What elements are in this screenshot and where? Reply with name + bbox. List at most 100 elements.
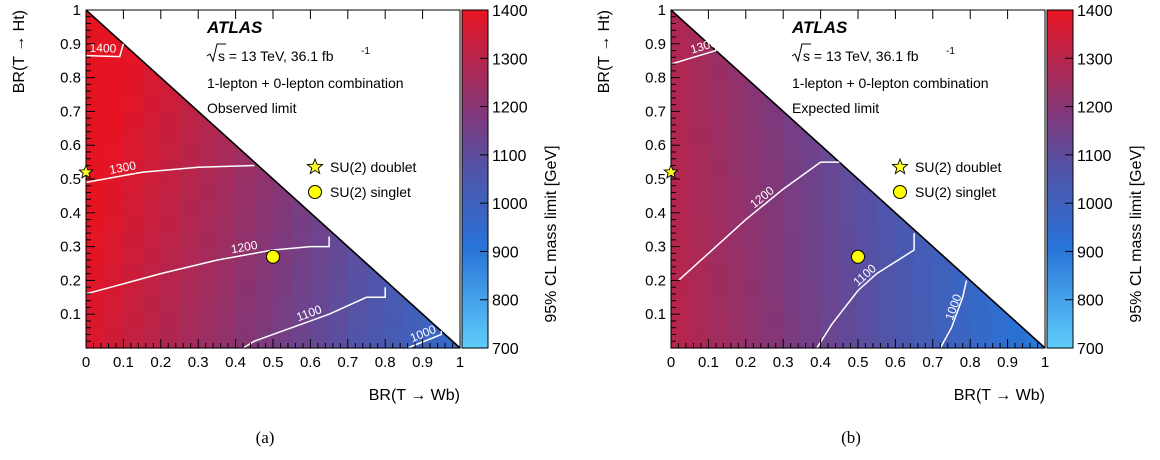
chart-b-heatmap-cell: [951, 331, 971, 349]
chart-a-heatmap-cell: [123, 263, 143, 281]
chart-b-colorbar-band: [1047, 116, 1073, 122]
chart-a-heatmap-cell: [104, 297, 124, 315]
chart-b-heatmap-cell: [708, 195, 728, 214]
chart-a-heatmap-cell: [254, 263, 274, 281]
chart-a-colorbar-band: [462, 338, 488, 344]
chart-b-heatmap-cell: [876, 263, 896, 281]
chart-a-colorbar-band: [462, 328, 488, 335]
chart-b-colorbar-band: [1047, 159, 1073, 166]
chart-b-colorbar-band: [1047, 314, 1073, 320]
chart-b-colorbar-band: [1047, 246, 1073, 253]
chart-b-heatmap-cell: [708, 331, 728, 349]
chart-b-colorbar-band: [1047, 101, 1073, 108]
chart-a-colorbar-band: [462, 121, 488, 127]
chart-a-colorbar-tick-label: 900: [492, 244, 519, 261]
chart-b-x-tick-label: 0.6: [885, 354, 906, 371]
chart-b-colorbar-tick-label: 1400: [1077, 3, 1113, 20]
chart-a-heatmap-cell: [142, 94, 162, 112]
chart-a-heatmap-cell: [254, 229, 274, 248]
chart-a-heatmap-cell: [179, 179, 199, 197]
chart-b-heatmap-cell: [764, 331, 784, 349]
chart-a-heatmap-cell: [104, 162, 124, 180]
chart-a-heatmap-cell: [235, 280, 255, 298]
chart-b-colorbar-band: [1047, 261, 1073, 267]
chart-a-heatmap-cell: [104, 280, 124, 298]
chart-b-heatmap-cell: [820, 179, 840, 197]
chart-b-colorbar-band: [1047, 290, 1073, 296]
chart-a-colorbar-band: [462, 270, 488, 277]
chart-b-heatmap-cell: [932, 314, 953, 332]
chart-a-heatmap-cell: [273, 280, 293, 298]
chart-b-heatmap-cell: [727, 94, 747, 112]
chart-a-point-su2-doublet: [78, 163, 94, 179]
chart-b-heatmap-cell: [988, 314, 1009, 332]
chart-b-colorbar-band: [1047, 179, 1073, 185]
chart-a-heatmap-cell: [273, 195, 293, 214]
chart-a-heatmap-cell: [235, 162, 255, 180]
chart-b-heatmap-cell: [764, 128, 784, 146]
chart-a-x-tick-label: 0: [82, 354, 90, 371]
chart-b-diagonal: [670, 9, 1046, 349]
panel-a: 1400 1300 1200 1100 1000 0 0.1 0.2 0.3 0.4 0.5 0.6 0…: [11, 2, 560, 447]
chart-b-colorbar-frame: [1046, 9, 1074, 349]
chart-b-heatmap-cell: [689, 297, 709, 315]
chart-b-heatmap-cell: [708, 145, 728, 163]
chart-a-heatmap-cell: [198, 246, 218, 265]
chart-b-heatmap-cell: [839, 331, 859, 349]
chart-b-heatmap-cell: [671, 314, 691, 332]
chart-b-heatmap-cell: [689, 212, 709, 231]
chart-a-y-tick-label: 0.7: [60, 103, 81, 120]
chart-a-heatmap-cell: [347, 314, 368, 332]
chart-b-heatmap-cell: [727, 145, 747, 163]
chart-b-heatmap-cell: [820, 297, 840, 315]
chart-a-heatmap-cell: [142, 229, 162, 248]
chart-a-heatmap-cell: [329, 297, 349, 315]
chart-b-heatmap-cell: [858, 280, 878, 298]
chart-b-heatmap-cell: [708, 314, 728, 332]
chart-b-heatmap-cell: [914, 314, 934, 332]
chart-a-heatmap-cell: [104, 145, 124, 163]
chart-b-heatmap-cell: [764, 246, 784, 265]
chart-a-heatmap-cell: [123, 314, 143, 332]
chart-a-contour-1200: [85, 236, 330, 295]
chart-b-heatmap-cell: [839, 195, 859, 214]
chart-a-colorbar-band: [462, 106, 488, 112]
chart-a-heatmap-cell: [254, 314, 274, 332]
chart-b-colorbar-band: [1047, 82, 1073, 88]
chart-a-y-axis-title: BR(T → Ht): [11, 10, 28, 93]
chart-a-heatmap-cell: [179, 229, 199, 248]
chart-b-x-tick-label: 0: [667, 354, 675, 371]
chart-b-heatmap-cell: [727, 314, 747, 332]
chart-b-colorbar-band: [1047, 188, 1073, 195]
chart-a-x-tick-label: 0.4: [225, 354, 246, 371]
chart-b-heatmap-cell: [839, 280, 859, 298]
chart-a-heatmap-cell: [329, 331, 349, 349]
chart-b-colorbar-tick-label: 800: [1077, 293, 1104, 310]
chart-b-heatmap-cell: [951, 297, 971, 315]
chart-b-heatmap: [671, 10, 1046, 349]
chart-b-heatmap-cell: [764, 212, 784, 231]
chart-a-heatmap-cell: [347, 263, 368, 281]
chart-b-heatmap-cell: [876, 297, 896, 315]
chart-a-x-tick-label: 1: [456, 354, 464, 371]
chart-a-heatmap-cell: [86, 94, 106, 112]
chart-b-colorbar-band: [1047, 319, 1073, 325]
chart-a-heatmap-cell: [104, 195, 124, 214]
chart-a-heatmap-cell: [104, 314, 124, 332]
chart-b-y-tick-label: 0.8: [645, 70, 666, 87]
chart-b-heatmap-cell: [820, 280, 840, 298]
chart-b-heatmap-cell: [783, 128, 803, 146]
chart-a-heatmap-cell: [86, 111, 106, 129]
chart-b-lumi-exponent: -1: [946, 46, 955, 57]
chart-b-colorbar-band: [1047, 236, 1073, 243]
chart-a-legend-star-marker: [306, 157, 324, 175]
chart-a-contour-1400: [85, 43, 125, 58]
chart-b-heatmap-cell: [727, 162, 747, 180]
chart-b-heatmap-cell: [745, 111, 766, 129]
chart-b-heatmap-cell: [727, 179, 747, 197]
chart-a-colorbar-band: [462, 309, 488, 315]
chart-b-heatmap-cell: [708, 60, 728, 79]
chart-a-heatmap-cell: [160, 212, 181, 231]
chart-b-heatmap-cell: [876, 280, 896, 298]
chart-a-colorbar-band: [462, 72, 488, 79]
